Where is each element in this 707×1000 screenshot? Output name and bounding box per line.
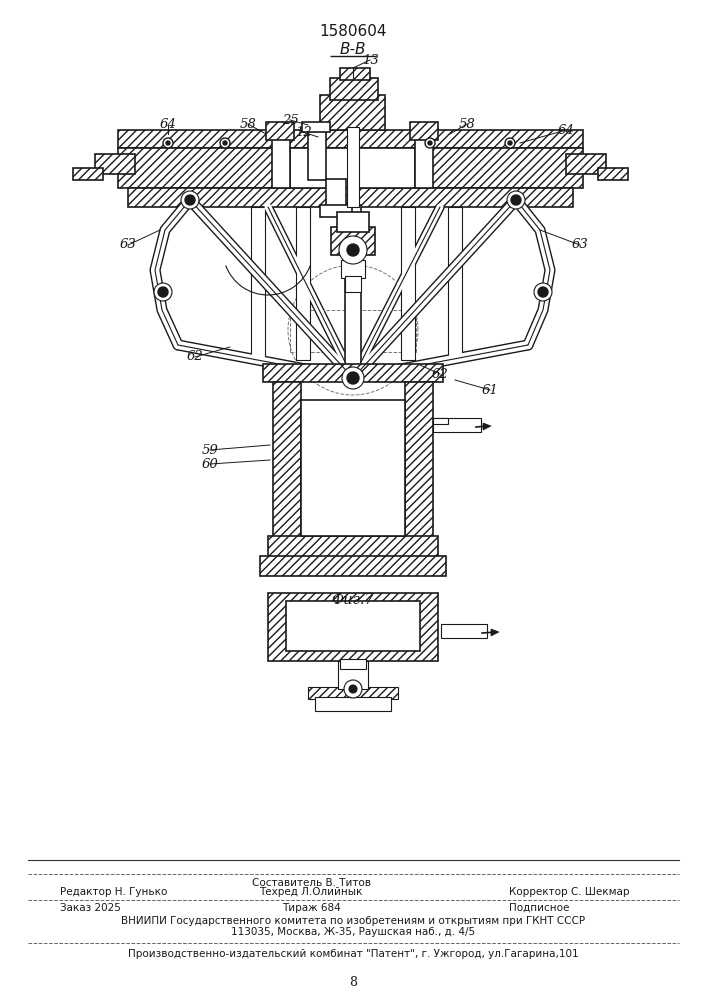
Bar: [263, 364, 443, 382]
Circle shape: [163, 138, 173, 148]
Circle shape: [347, 372, 359, 384]
Bar: [302, 122, 330, 132]
Bar: [566, 154, 606, 174]
Text: Тираж 684: Тираж 684: [281, 903, 341, 913]
Text: 25: 25: [281, 113, 298, 126]
Circle shape: [347, 244, 359, 256]
Text: Заказ 2025: Заказ 2025: [60, 903, 121, 913]
Bar: [251, 207, 265, 360]
Text: ВНИИПИ Государственного комитета по изобретениям и открытиям при ГКНТ СССР: ВНИИПИ Государственного комитета по изоб…: [122, 916, 585, 926]
Bar: [301, 400, 405, 536]
Text: 58: 58: [459, 117, 475, 130]
Bar: [340, 68, 370, 80]
Bar: [286, 601, 420, 651]
Bar: [410, 122, 438, 140]
Text: Корректор С. Шекмар: Корректор С. Шекмар: [509, 887, 629, 897]
Circle shape: [425, 138, 435, 148]
Text: 63: 63: [572, 238, 588, 251]
Text: 12: 12: [295, 125, 311, 138]
Bar: [296, 207, 310, 360]
Bar: [315, 697, 391, 711]
Text: 58: 58: [240, 117, 257, 130]
Bar: [268, 536, 438, 558]
Polygon shape: [491, 629, 499, 636]
Text: 13: 13: [361, 53, 378, 66]
Bar: [320, 205, 352, 217]
Text: 62: 62: [432, 367, 448, 380]
Bar: [433, 418, 481, 432]
Text: Подписное: Подписное: [509, 903, 569, 913]
Text: Составитель В. Титов: Составитель В. Титов: [252, 878, 370, 888]
Text: 64: 64: [558, 123, 574, 136]
Bar: [405, 382, 433, 538]
Bar: [73, 168, 103, 180]
Bar: [341, 260, 365, 278]
Bar: [326, 179, 346, 207]
Bar: [337, 212, 369, 232]
Circle shape: [342, 367, 364, 389]
Text: 59: 59: [201, 444, 218, 456]
Bar: [347, 127, 359, 207]
Bar: [260, 556, 446, 576]
Bar: [290, 148, 415, 188]
Text: Техред Л.Олийнык: Техред Л.Олийнык: [259, 887, 363, 897]
Polygon shape: [483, 423, 491, 430]
Bar: [308, 125, 326, 180]
Bar: [345, 276, 361, 292]
Bar: [118, 130, 583, 148]
Bar: [330, 78, 378, 100]
Circle shape: [344, 680, 362, 698]
Bar: [128, 188, 573, 207]
Circle shape: [154, 283, 172, 301]
Text: 62: 62: [187, 351, 204, 363]
Bar: [308, 687, 398, 699]
Bar: [345, 205, 361, 380]
Bar: [598, 168, 628, 180]
Bar: [118, 148, 583, 188]
Circle shape: [166, 141, 170, 145]
Circle shape: [349, 685, 357, 693]
Bar: [433, 418, 448, 424]
Bar: [441, 624, 487, 638]
Text: В-В: В-В: [340, 41, 366, 56]
Text: Редактор Н. Гунько: Редактор Н. Гунько: [60, 887, 168, 897]
Text: 1580604: 1580604: [320, 24, 387, 39]
Bar: [415, 128, 433, 188]
Text: 113035, Москва, Ж-35, Раушская наб., д. 4/5: 113035, Москва, Ж-35, Раушская наб., д. …: [231, 927, 476, 937]
Bar: [272, 128, 290, 188]
Bar: [273, 382, 301, 538]
Circle shape: [223, 141, 227, 145]
Circle shape: [339, 236, 367, 264]
Text: 8: 8: [349, 976, 357, 988]
Circle shape: [505, 138, 515, 148]
Bar: [331, 227, 375, 255]
Circle shape: [158, 287, 168, 297]
Circle shape: [508, 141, 512, 145]
Circle shape: [507, 191, 525, 209]
Circle shape: [185, 195, 195, 205]
Bar: [266, 122, 294, 140]
Bar: [448, 207, 462, 360]
Bar: [320, 95, 385, 130]
Text: 61: 61: [481, 383, 498, 396]
Text: Производственно-издательский комбинат "Патент", г. Ужгород, ул.Гагарина,101: Производственно-издательский комбинат "П…: [128, 949, 579, 959]
Circle shape: [428, 141, 432, 145]
Text: 64: 64: [160, 118, 176, 131]
Text: Фиг.7: Фиг.7: [332, 593, 375, 607]
Circle shape: [181, 191, 199, 209]
Text: 60: 60: [201, 458, 218, 471]
Bar: [401, 207, 415, 360]
Bar: [340, 659, 366, 669]
Text: 63: 63: [119, 238, 136, 251]
Circle shape: [534, 283, 552, 301]
Circle shape: [511, 195, 521, 205]
Bar: [95, 154, 135, 174]
Bar: [268, 593, 438, 661]
Circle shape: [538, 287, 548, 297]
Bar: [338, 661, 368, 689]
Circle shape: [220, 138, 230, 148]
